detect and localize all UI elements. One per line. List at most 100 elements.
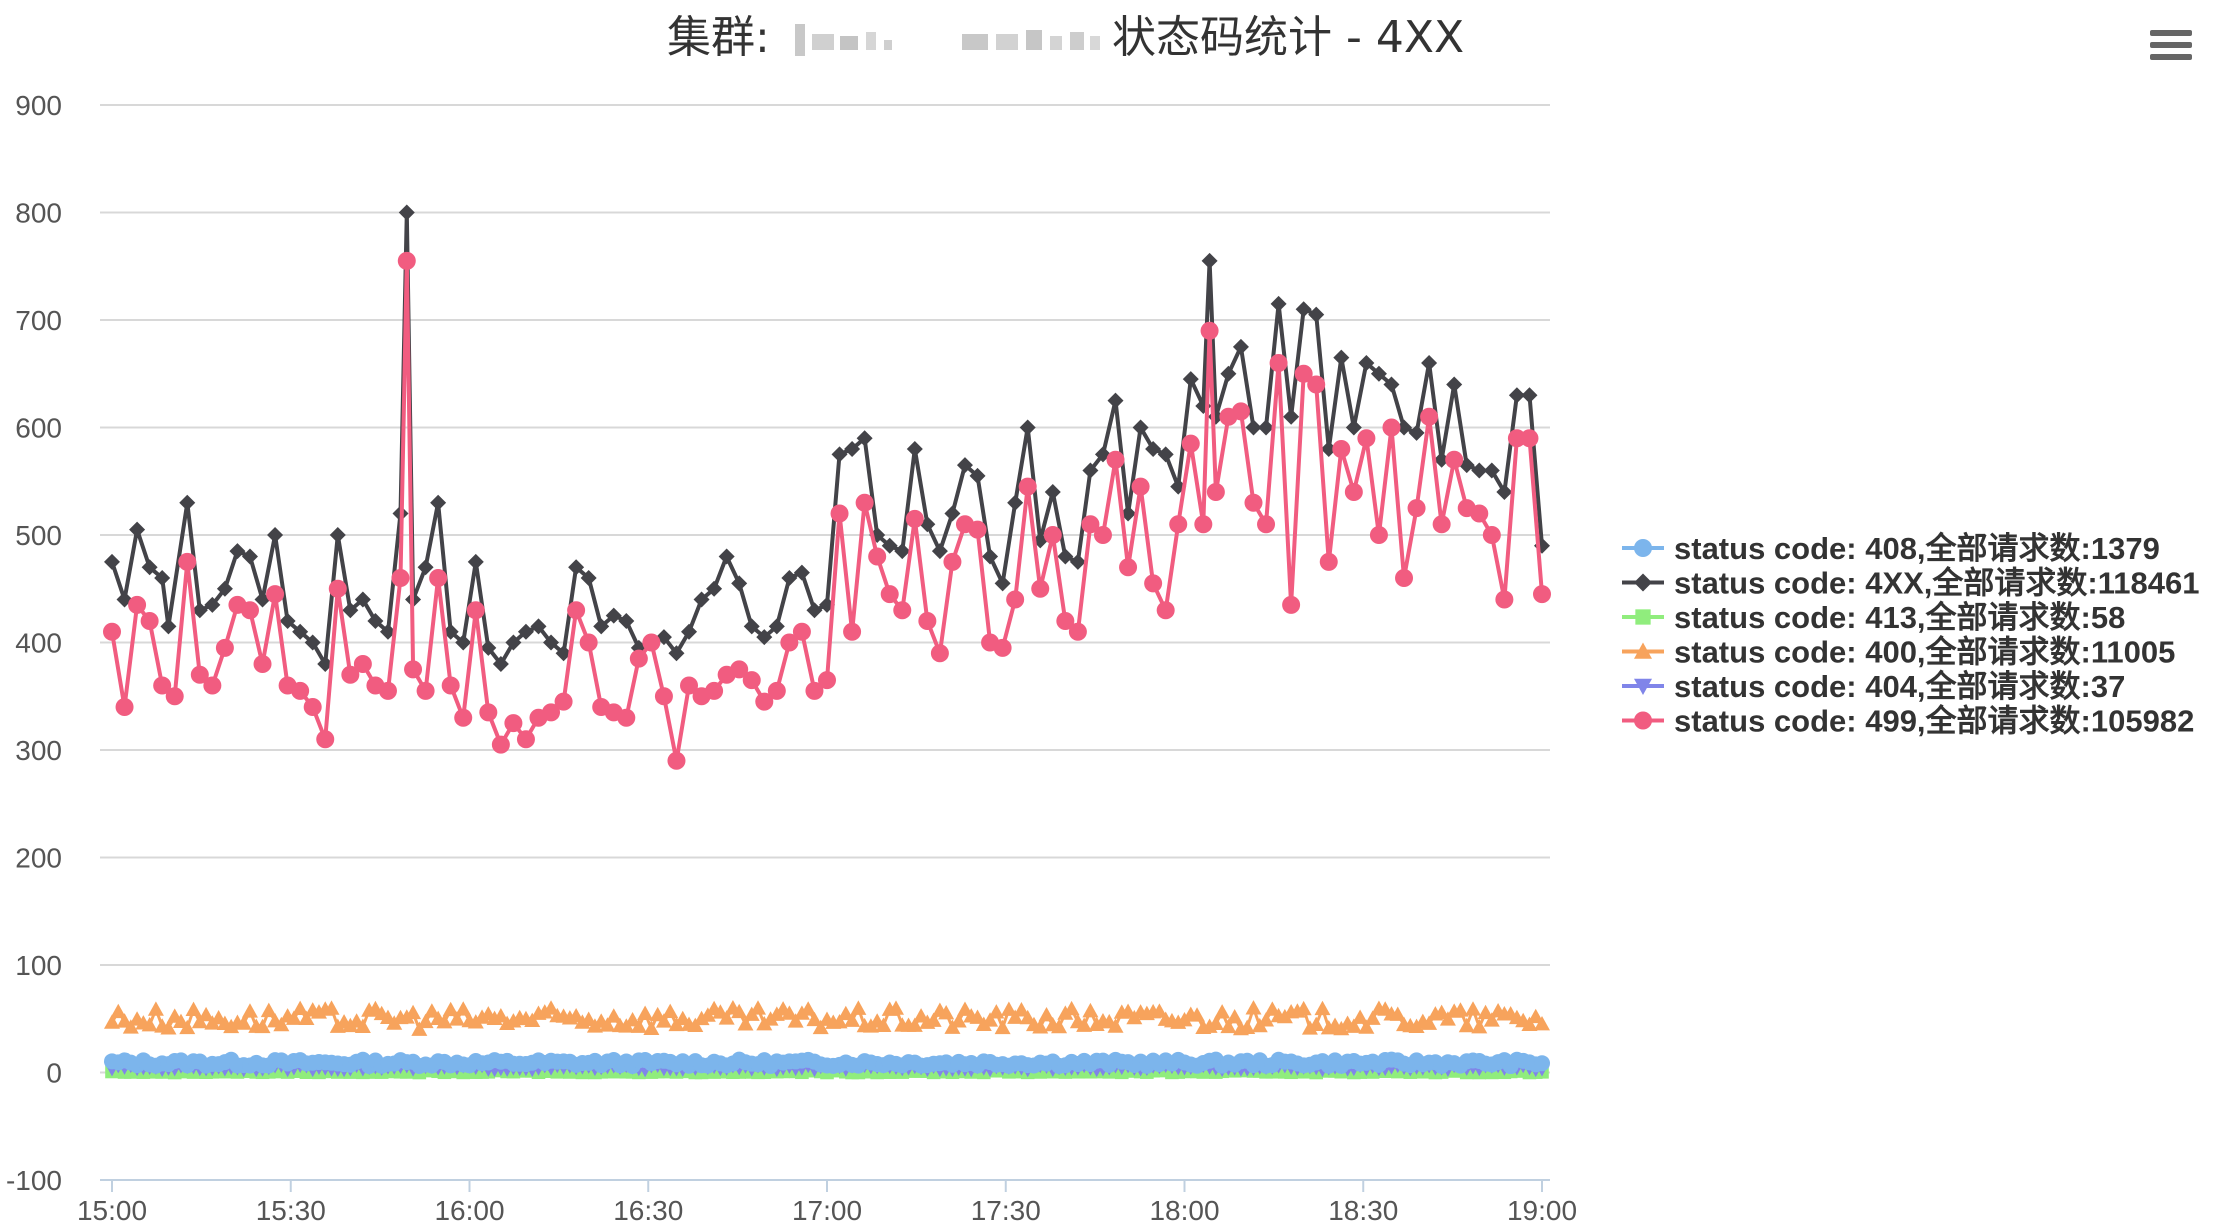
data-point: [542, 703, 561, 722]
data-point: [1396, 419, 1413, 436]
data-point: [467, 553, 484, 570]
legend-label: status code: 404,全部请求数:37: [1674, 669, 2125, 704]
data-point: [1482, 526, 1501, 544]
data-point: [1389, 1006, 1406, 1021]
data-point: [1495, 590, 1514, 609]
data-point: [806, 602, 823, 619]
data-point: [837, 1005, 854, 1021]
data-point: [767, 681, 786, 700]
data-point: [198, 1006, 215, 1022]
data-point: [1019, 1009, 1036, 1025]
data-point: [203, 676, 222, 695]
data-point: [1520, 429, 1539, 448]
data-point: [856, 430, 873, 447]
data-point: [1107, 1018, 1124, 1033]
data-point: [756, 629, 773, 646]
redacted-cluster-name: [795, 24, 1100, 56]
data-point: [1069, 553, 1086, 570]
data-point: [792, 622, 811, 641]
legend-item[interactable]: status code: 499,全部请求数:105982: [1622, 704, 2194, 739]
data-point: [643, 1020, 660, 1036]
data-point: [1200, 321, 1219, 340]
y-tick-label: 900: [15, 90, 62, 121]
legend-item[interactable]: status code: 400,全部请求数:11005: [1622, 635, 2175, 670]
data-point: [1369, 526, 1388, 544]
data-point: [1257, 515, 1276, 534]
data-point: [140, 612, 159, 630]
data-point: [1507, 429, 1526, 448]
data-point: [216, 580, 233, 597]
data-point: [800, 1001, 817, 1016]
data-point: [235, 1015, 252, 1030]
data-point: [580, 570, 597, 586]
data-point: [969, 467, 986, 484]
data-point: [479, 703, 498, 722]
data-point: [285, 1010, 302, 1025]
chart-title: 集群: 状态码统计 - 4XX: [667, 12, 1464, 63]
data-point: [466, 601, 485, 620]
hamburger-menu-icon[interactable]: [2140, 20, 2196, 70]
data-point: [982, 1012, 999, 1027]
legend-item[interactable]: status code: 413,全部请求数:58: [1622, 600, 2125, 635]
data-point: [1534, 1055, 1550, 1072]
series-0[interactable]: [104, 1051, 1550, 1075]
data-point: [153, 676, 172, 695]
data-point: [905, 509, 924, 528]
data-point: [1395, 569, 1414, 587]
data-point: [367, 613, 384, 629]
data-point: [988, 1004, 1005, 1019]
series-1[interactable]: [104, 204, 1550, 673]
data-point: [605, 607, 622, 624]
series-3[interactable]: [104, 1000, 1550, 1036]
data-point: [165, 687, 184, 706]
x-tick-label: 16:00: [434, 1195, 504, 1226]
data-point: [505, 634, 522, 651]
data-point: [1056, 612, 1075, 630]
data-point: [215, 638, 234, 657]
data-point: [737, 1016, 754, 1031]
data-point: [1182, 371, 1199, 388]
legend-item[interactable]: status code: 404,全部请求数:37: [1622, 669, 2125, 704]
series-5[interactable]: [103, 251, 1551, 770]
data-point: [1358, 1019, 1375, 1034]
legend-label: status code: 499,全部请求数:105982: [1674, 704, 2194, 739]
data-point: [342, 602, 359, 619]
legend-item[interactable]: status code: 4XX,全部请求数:118461: [1622, 566, 2199, 601]
data-point: [994, 575, 1011, 592]
legend-marker: [1635, 609, 1651, 625]
data-point: [530, 618, 547, 635]
data-point: [655, 1013, 672, 1028]
data-point: [781, 1005, 798, 1020]
data-point: [925, 1012, 942, 1027]
data-point: [141, 559, 158, 576]
data-point: [141, 1016, 158, 1032]
data-point: [1006, 590, 1025, 609]
y-tick-label: 700: [15, 305, 62, 336]
data-point: [516, 730, 535, 749]
data-point: [1477, 1004, 1494, 1020]
x-tick-label: 15:30: [256, 1195, 326, 1226]
data-point: [950, 1013, 967, 1028]
data-point: [104, 1014, 120, 1029]
data-point: [1344, 483, 1363, 501]
x-tick-label: 18:00: [1149, 1195, 1219, 1226]
x-tick-label: 19:00: [1507, 1195, 1577, 1226]
plot-area: [103, 204, 1551, 1080]
data-point: [599, 1017, 616, 1032]
data-point: [818, 671, 836, 690]
data-point: [191, 602, 208, 619]
legend-item[interactable]: status code: 408,全部请求数:1379: [1622, 531, 2160, 566]
data-point: [423, 1003, 440, 1018]
data-point: [536, 1004, 553, 1019]
data-point: [147, 1001, 164, 1016]
data-point: [292, 1000, 309, 1016]
data-point: [298, 1010, 315, 1026]
data-point: [454, 708, 473, 727]
y-tick-label: 800: [15, 198, 62, 229]
data-point: [1465, 1001, 1482, 1016]
data-point: [1283, 408, 1300, 425]
data-point: [273, 1016, 290, 1032]
data-point: [260, 1002, 277, 1018]
data-point: [681, 623, 698, 640]
